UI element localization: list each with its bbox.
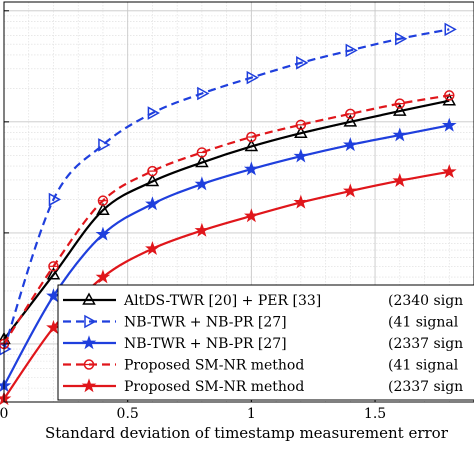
marker-triangle-right [98,138,111,152]
legend-entry: NB-TWR + NB-PR [27] (41 signal [63,315,459,331]
marker-star [342,183,358,198]
series-3 [0,117,457,393]
plot-frame [3,1,474,403]
x-tick-label: 0 [0,406,8,422]
marker-triangle-right [296,56,309,70]
marker-star [392,173,408,187]
legend: AltDS-TWR [20] + PER [33] (2340 sign NB-TW… [57,284,474,401]
marker-star [145,241,160,255]
marker-star [441,164,457,179]
marker-star [194,222,210,237]
legend-box [57,284,474,401]
series-line [3,94,450,345]
marker-star [145,196,160,211]
x-axis-label: Standard deviation of timestamp measurem… [45,424,449,442]
legend-label: Proposed SM-NR method [124,379,304,395]
marker-triangle [393,103,407,116]
marker-triangle [82,292,96,305]
marker-triangle-right [197,86,210,101]
series-line [3,124,450,387]
marker-triangle [343,114,358,127]
marker-star [293,148,309,163]
marker-star [95,269,111,284]
marker-triangle-right [0,342,12,356]
legend-label: AltDS-TWR [20] + PER [33] [123,293,321,309]
legend-note: (2340 sign [388,293,463,309]
marker-star [392,127,408,142]
x-tick-label: 1 [247,406,256,422]
legend-entry: NB-TWR + NB-PR [27] (2337 sign [63,335,463,352]
marker-triangle [145,173,160,187]
marker-triangle-right [84,314,97,329]
marker-star [95,226,111,241]
marker-star [81,378,97,393]
marker-star [244,208,259,223]
legend-label: NB-TWR + NB-PR [27] [124,315,287,331]
marker-star [293,194,309,209]
legend-note: (41 signal [388,315,459,331]
legend-label: NB-TWR + NB-PR [27] [124,336,287,352]
marker-triangle-right [444,22,457,37]
series-line [3,99,450,341]
marker-triangle-right [48,192,62,207]
legend-entry: AltDS-TWR [20] + PER [33] (2340 sign [63,292,463,309]
marker-star [342,137,358,152]
legend-note: (2337 sign [388,336,463,352]
series-2 [0,22,457,356]
x-tick-label: 1.5 [364,406,386,422]
marker-star [81,335,97,350]
marker-triangle-right [147,106,160,120]
legend-entry: Proposed SM-NR method (41 signal [63,358,459,374]
marker-triangle [96,202,110,215]
marker-triangle [46,267,61,280]
marker-star [194,176,210,191]
marker-triangle [294,125,308,138]
series-line [2,28,450,350]
marker-triangle [195,154,209,168]
marker-star [441,117,457,132]
legend-note: (2337 sign [388,379,463,395]
marker-triangle [244,138,259,152]
ticks: 0 0.5 1 1.5 [0,10,386,422]
marker-triangle-right [395,31,408,46]
marker-triangle-right [345,43,358,58]
marker-star [244,161,259,176]
marker-triangle-right [246,70,259,85]
x-tick-label: 0.5 [117,406,139,422]
legend-label: Proposed SM-NR method [124,358,304,374]
legend-note: (41 signal [388,358,459,374]
legend-entry: Proposed SM-NR method (2337 sign [63,378,463,395]
